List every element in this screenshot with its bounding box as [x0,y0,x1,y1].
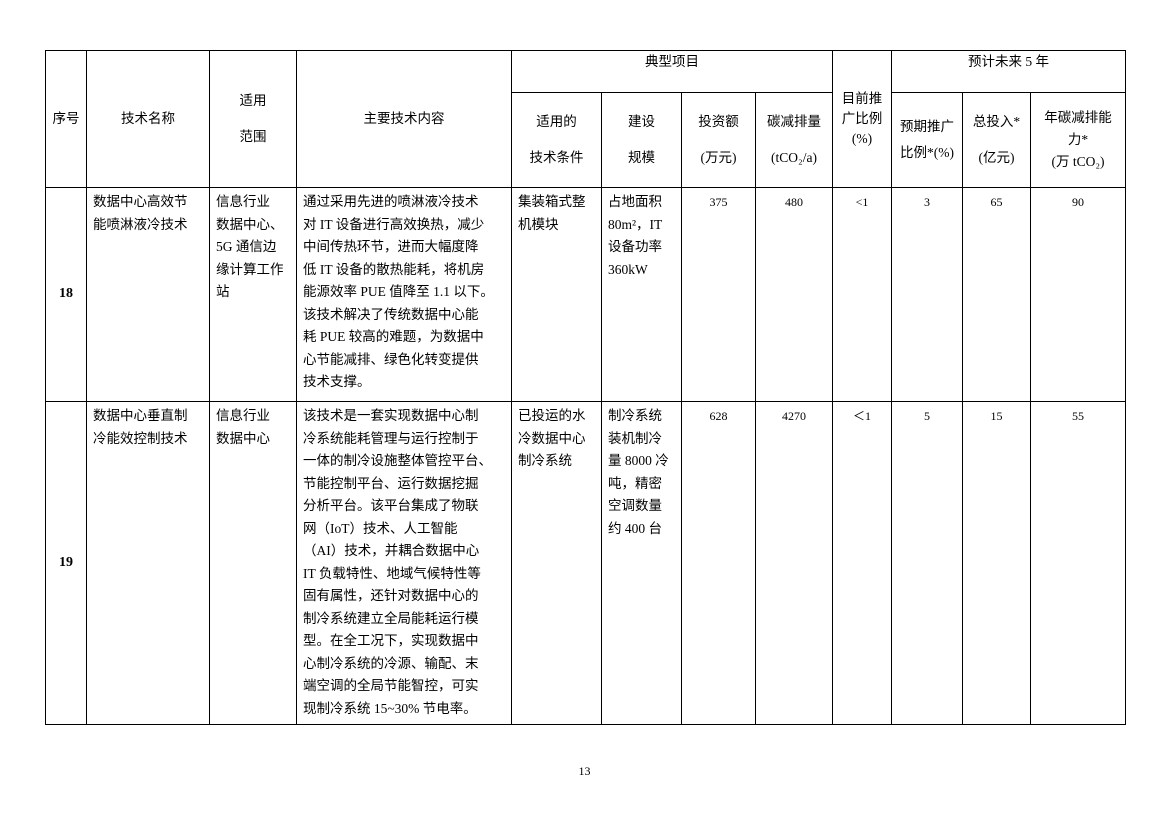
header-seq: 序号 [45,50,87,188]
header-carbon: 碳减排量 (tCO₂/a) [755,92,833,188]
header-typical-project: 典型项目 [511,50,833,93]
table-row: 18 数据中心高效节 能喷淋液冷技术 信息行业 数据中心、 5G 通信边 缘计算… [45,187,1127,402]
header-annual-capacity: 年碳减排能 力* (万 tCO₂) [1029,92,1127,188]
row-scale: 制冷系统 装机制冷 量 8000 冷 吨，精密 空调数量 约 400 台 [601,401,682,725]
row-annual-capacity: 55 [1029,401,1127,725]
row-scope: 信息行业 数据中心 [209,401,297,725]
header-scope: 适用 范围 [209,50,297,188]
row-total-investment: 15 [962,401,1031,725]
header-expected-ratio: 预期推广 比例*(%) [891,92,963,188]
header-forecast: 预计未来 5 年 [890,50,1127,93]
row-expected-ratio: 3 [891,187,963,402]
row-annual-capacity: 90 [1029,187,1127,402]
row-conditions: 已投运的水 冷数据中心 制冷系统 [511,401,602,725]
header-total-investment: 总投入* (亿元) [962,92,1031,188]
header-tech-name: 技术名称 [86,50,210,188]
row-scope: 信息行业 数据中心、 5G 通信边 缘计算工作 站 [209,187,297,402]
row-investment: 628 [681,401,756,725]
technology-table: 序号 技术名称 适用 范围 主要技术内容 典型项目 目前推 广比例 (%) 预计… [45,50,1127,725]
header-row-2: 适用的 技术条件 建设 规模 投资额 (万元) 碳减排量 (tCO₂/a) 预期… [46,92,1127,188]
row-carbon: 480 [755,187,833,402]
row-current-ratio: <1 [832,187,892,402]
header-row-1: 序号 技术名称 适用 范围 主要技术内容 典型项目 目前推 广比例 (%) 预计… [45,50,1127,188]
row-carbon: 4270 [755,401,833,725]
row-content: 该技术是一套实现数据中心制 冷系统能耗管理与运行控制于 一体的制冷设施整体管控平… [296,401,512,725]
row-scale: 占地面积 80m²，IT 设备功率 360kW [601,187,682,402]
row-conditions: 集装箱式整 机模块 [511,187,602,402]
row-content: 通过采用先进的喷淋液冷技术 对 IT 设备进行高效换热，减少 中间传热环节，进而… [296,187,512,402]
row-current-ratio: ＜1 [832,401,892,725]
header-conditions: 适用的 技术条件 [511,92,602,188]
row-expected-ratio: 5 [891,401,963,725]
row-investment: 375 [681,187,756,402]
row-tech-name: 数据中心高效节 能喷淋液冷技术 [86,187,210,402]
header-content: 主要技术内容 [296,50,512,188]
row-seq: 18 [45,187,87,402]
row-tech-name: 数据中心垂直制 冷能效控制技术 [86,401,210,725]
header-current-ratio: 目前推 广比例 (%) [832,50,892,188]
row-seq: 19 [45,401,87,725]
row-total-investment: 65 [962,187,1031,402]
page-number: 13 [578,764,591,778]
header-scale: 建设 规模 [601,92,682,188]
header-investment: 投资额 (万元) [681,92,756,188]
table-row: 19 数据中心垂直制 冷能效控制技术 信息行业 数据中心 该技术是一套实现数据中… [45,401,1127,725]
